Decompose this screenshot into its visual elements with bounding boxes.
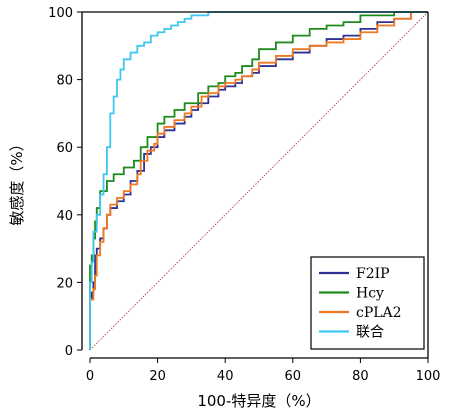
legend-label: 联合 bbox=[356, 325, 384, 341]
x-tick-label: 20 bbox=[149, 369, 166, 384]
x-tick-label: 100 bbox=[416, 369, 441, 384]
y-ticks: 0 20 40 60 80 100 bbox=[48, 6, 82, 359]
x-ticks: 0 20 40 60 80 100 bbox=[86, 358, 441, 384]
y-tick-label: 0 bbox=[65, 344, 73, 359]
legend-label: cPLA2 bbox=[356, 305, 402, 321]
y-tick-label: 40 bbox=[56, 209, 73, 224]
y-tick-label: 80 bbox=[56, 74, 73, 89]
x-tick-label: 0 bbox=[86, 369, 94, 384]
roc-curve-联合 bbox=[89, 11, 428, 350]
x-tick-label: 40 bbox=[217, 369, 234, 384]
y-axis-title: 敏感度（%） bbox=[8, 136, 26, 225]
x-axis-title: 100-特异度（%） bbox=[197, 392, 320, 410]
x-tick-label: 60 bbox=[285, 369, 302, 384]
legend: F2IP Hcy cPLA2 联合 bbox=[310, 256, 425, 350]
y-tick-label: 60 bbox=[56, 141, 73, 156]
legend-label: Hcy bbox=[356, 286, 384, 302]
roc-curve-cpla2 bbox=[89, 11, 428, 350]
y-tick-label: 20 bbox=[56, 276, 73, 291]
plot-area bbox=[89, 11, 429, 351]
y-tick-label: 100 bbox=[48, 6, 73, 21]
x-tick-label: 80 bbox=[352, 369, 369, 384]
legend-label: F2IP bbox=[356, 266, 390, 282]
